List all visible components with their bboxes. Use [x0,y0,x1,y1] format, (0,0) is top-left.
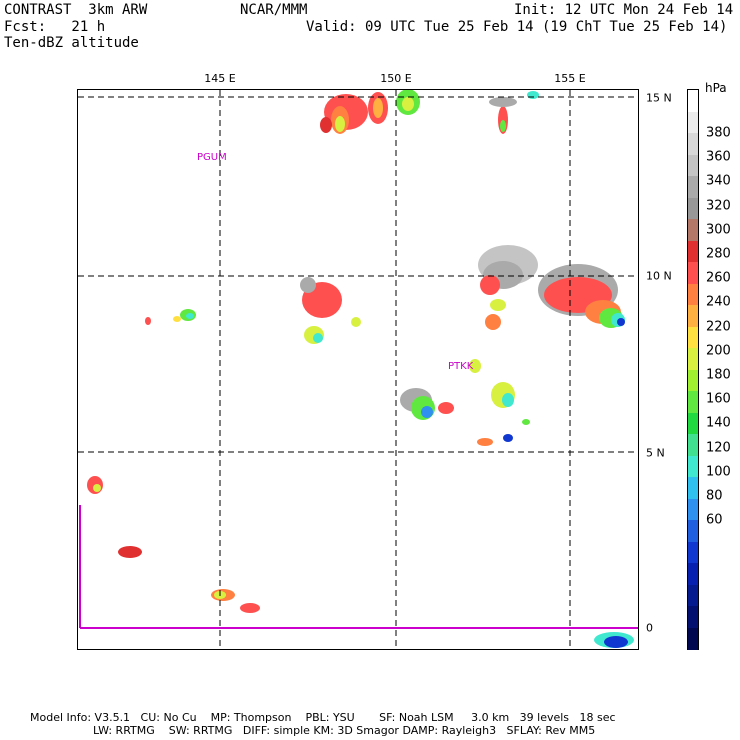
colorbar-segment [688,133,698,155]
colorbar-label: 300 [706,222,731,238]
colorbar-label: 140 [706,415,731,431]
colorbar-segment [688,434,698,456]
lon-label-145: 145 E [204,72,236,85]
colorbar-label: 360 [706,149,731,165]
forecast-hour: Fcst: 21 h [4,19,106,35]
colorbar-segment [688,584,698,607]
echo-cluster-north [320,90,539,134]
colorbar-segment [688,197,698,220]
lat-lon-grid [78,90,638,649]
colorbar-label: 260 [706,270,731,286]
field-name: Ten-dBZ altitude [4,35,139,51]
institution: NCAR/MMM [240,2,308,18]
init-time: Init: 12 UTC Mon 24 Feb 14 [514,2,734,18]
colorbar-label: 100 [706,464,731,480]
echo-cluster-center [145,277,361,344]
colorbar-segment [688,477,698,499]
colorbar-segment [688,412,698,435]
lat-label-15n: 15 N [646,91,672,105]
colorbar-segment [688,455,698,478]
colorbar-segment [688,563,698,585]
lat-label-10n: 10 N [646,269,672,283]
map-panel [77,89,639,650]
colorbar-label: 80 [706,488,723,504]
colorbar-segment [688,520,698,542]
model-title: CONTRAST 3km ARW [4,2,148,18]
colorbar [687,89,699,650]
colorbar-segment [688,262,698,284]
colorbar-segment [688,606,698,628]
radar-map [78,90,638,649]
colorbar-segment [688,369,698,392]
colorbar-label: 380 [706,125,731,141]
lon-label-155: 155 E [554,72,586,85]
colorbar-label: 180 [706,367,731,383]
colorbar-label: 160 [706,391,731,407]
colorbar-segment [688,326,698,349]
model-info-line1: Model Info: V3.5.1 CU: No Cu MP: Thompso… [30,711,616,724]
echo-cluster-se [594,632,634,648]
echo-cluster-west [87,476,260,613]
lat-label-5n: 5 N [646,446,665,460]
valid-time: Valid: 09 UTC Tue 25 Feb 14 (19 ChT Tue … [306,19,728,35]
model-info-line2: LW: RRTMG SW: RRTMG DIFF: simple KM: 3D … [93,724,596,737]
station-pgum: PGUM [197,152,227,163]
colorbar-segment [688,219,698,241]
colorbar-segment [688,111,698,134]
colorbar-segment [688,627,698,650]
colorbar-segment [688,176,698,198]
colorbar-segment [688,348,698,370]
colorbar-segment [688,391,698,413]
colorbar-label: 240 [706,294,731,310]
station-ptkk: PTKK [448,361,474,372]
colorbar-segment [688,283,698,306]
echo-cluster-south-center [400,359,530,446]
colorbar-label: 280 [706,246,731,262]
colorbar-segment [688,154,698,177]
colorbar-label: 340 [706,173,731,189]
colorbar-segment [688,90,698,112]
echo-cluster-ne [478,245,625,330]
colorbar-unit: hPa [705,81,727,95]
colorbar-segment [688,240,698,263]
colorbar-label: 120 [706,440,731,456]
colorbar-label: 220 [706,319,731,335]
colorbar-segment [688,541,698,564]
colorbar-label: 200 [706,343,731,359]
colorbar-segment [688,498,698,521]
colorbar-label: 320 [706,198,731,214]
lon-label-150: 150 E [380,72,412,85]
lat-label-equator: 0 [646,621,653,635]
colorbar-label: 60 [706,512,723,528]
colorbar-segment [688,305,698,327]
